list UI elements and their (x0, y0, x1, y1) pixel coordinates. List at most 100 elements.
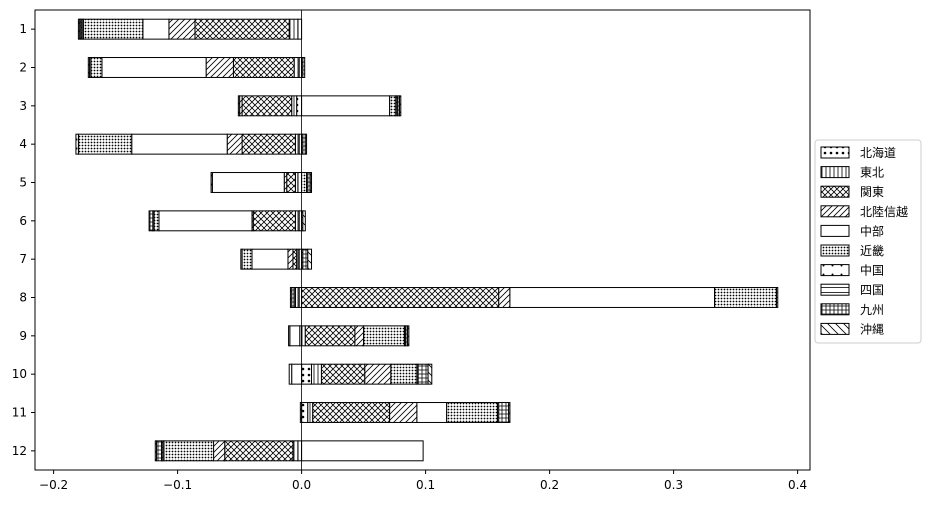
bar-segment-8-5 (509, 287, 716, 308)
bar-segment-9-7 (288, 325, 291, 347)
bar-segment-7-3 (292, 248, 298, 270)
bar-segment-8-3 (301, 287, 500, 308)
bar-segment-4-5 (131, 133, 228, 155)
legend-swatch (820, 166, 850, 179)
bar-segment-10-5 (291, 363, 303, 385)
bar-segment-3-6 (389, 95, 397, 117)
bar-segment-12-2 (292, 440, 299, 462)
bar-segment-10-4 (364, 363, 392, 385)
bar-segment-12-5 (301, 440, 424, 462)
bar-segment-4-4 (226, 133, 243, 155)
y-tick-label: 5 (19, 176, 27, 190)
y-tick-label: 12 (12, 444, 27, 458)
x-tick-label: 0.2 (540, 478, 559, 492)
bar-segment-4-3 (241, 133, 296, 155)
y-tick-label: 8 (19, 291, 27, 305)
x-tick-label: 0.4 (788, 478, 807, 492)
bar-segment-12-1 (297, 440, 303, 462)
bar-segment-2-5 (101, 57, 207, 78)
bar-segment-9-4 (354, 325, 365, 347)
legend-label: 北海道 (860, 145, 896, 160)
legend-label: 中部 (860, 223, 884, 238)
bar-segment-5-5 (211, 172, 285, 193)
bar-segment-6-9 (148, 210, 154, 232)
y-tick-label: 9 (19, 329, 27, 343)
bar-segment-7-10 (307, 248, 313, 270)
bar-segment-6-10 (302, 210, 306, 232)
bar-segment-9-10 (407, 325, 410, 347)
bar-segment-4-2 (294, 133, 300, 155)
bar-segment-4-6 (77, 133, 133, 155)
bar-segment-10-7 (288, 363, 293, 385)
bar-segment-6-5 (158, 210, 253, 232)
bar-segment-2-4 (205, 57, 234, 78)
bar-segment-4-10 (304, 133, 308, 155)
x-tick-label: 0.0 (292, 478, 311, 492)
x-tick-label: 0.3 (664, 478, 683, 492)
bar-segment-5-10 (309, 172, 313, 193)
bar-segment-10-10 (427, 363, 433, 385)
bar-segment-12-3 (224, 440, 294, 462)
bar-segment-1-10 (77, 18, 81, 40)
bar-segment-12-9 (156, 440, 162, 462)
y-tick-label: 1 (19, 22, 27, 36)
bar-segment-12-6 (163, 440, 215, 462)
bar-segment-3-5 (301, 95, 391, 117)
legend-label: 東北 (860, 166, 884, 180)
legend-swatch (820, 322, 850, 335)
bar-segment-2-3 (232, 57, 295, 78)
y-tick-label: 7 (19, 252, 27, 266)
legend-label: 四国 (860, 283, 884, 297)
bar-segment-5-7 (210, 172, 213, 193)
legend-label: 関東 (860, 185, 884, 199)
bar-segment-3-10 (399, 95, 402, 117)
bar-segment-1-1 (297, 18, 303, 40)
bar-segment-6-6 (153, 210, 160, 232)
bar-segment-2-6 (90, 57, 103, 78)
bar-segment-1-2 (288, 18, 299, 40)
x-tick-label: −0.2 (39, 478, 68, 492)
legend-swatch (820, 244, 850, 257)
bar-segment-8-10 (289, 287, 293, 308)
legend-label: 九州 (860, 303, 884, 317)
bar-segment-9-2 (301, 325, 306, 347)
y-tick-label: 6 (19, 214, 27, 228)
bar-segment-5-6 (301, 172, 308, 193)
y-tick-label: 11 (12, 406, 27, 420)
legend-swatch (820, 224, 850, 237)
bar-segment-10-6 (390, 363, 418, 385)
bar-segment-11-4 (389, 402, 418, 423)
legend-swatch (820, 283, 850, 296)
bar-segment-9-5 (289, 325, 301, 347)
bar-segment-5-1 (297, 172, 303, 193)
bar-segment-11-1 (301, 402, 309, 423)
bar-segment-7-7 (240, 248, 243, 270)
bar-segment-9-3 (304, 325, 356, 347)
bar-segment-1-5 (142, 18, 170, 40)
bar-segment-7-5 (251, 248, 289, 270)
bar-segment-2-10 (87, 57, 91, 78)
bar-segment-11-3 (312, 402, 391, 423)
bar-segment-5-3 (286, 172, 296, 193)
bar-segment-2-2 (293, 57, 300, 78)
legend-swatch (820, 146, 850, 159)
bar-segment-1-4 (168, 18, 196, 40)
bar-segment-7-9 (302, 248, 309, 270)
bar-segment-8-2 (294, 287, 300, 308)
legend-label: 北陸信越 (860, 205, 908, 219)
bar-segment-9-6 (363, 325, 406, 347)
bar-segment-6-2 (294, 210, 300, 232)
bar-segment-1-6 (82, 18, 144, 40)
legend-swatch (820, 303, 850, 316)
bar-segment-6-3 (252, 210, 296, 232)
legend-swatch (820, 264, 850, 277)
x-tick-label: 0.1 (416, 478, 435, 492)
x-tick-label: −0.1 (163, 478, 192, 492)
legend-swatch (820, 205, 850, 218)
bar-segment-12-10 (154, 440, 158, 462)
legend-label: 近畿 (860, 244, 884, 258)
bar-segment-4-7 (75, 133, 79, 155)
